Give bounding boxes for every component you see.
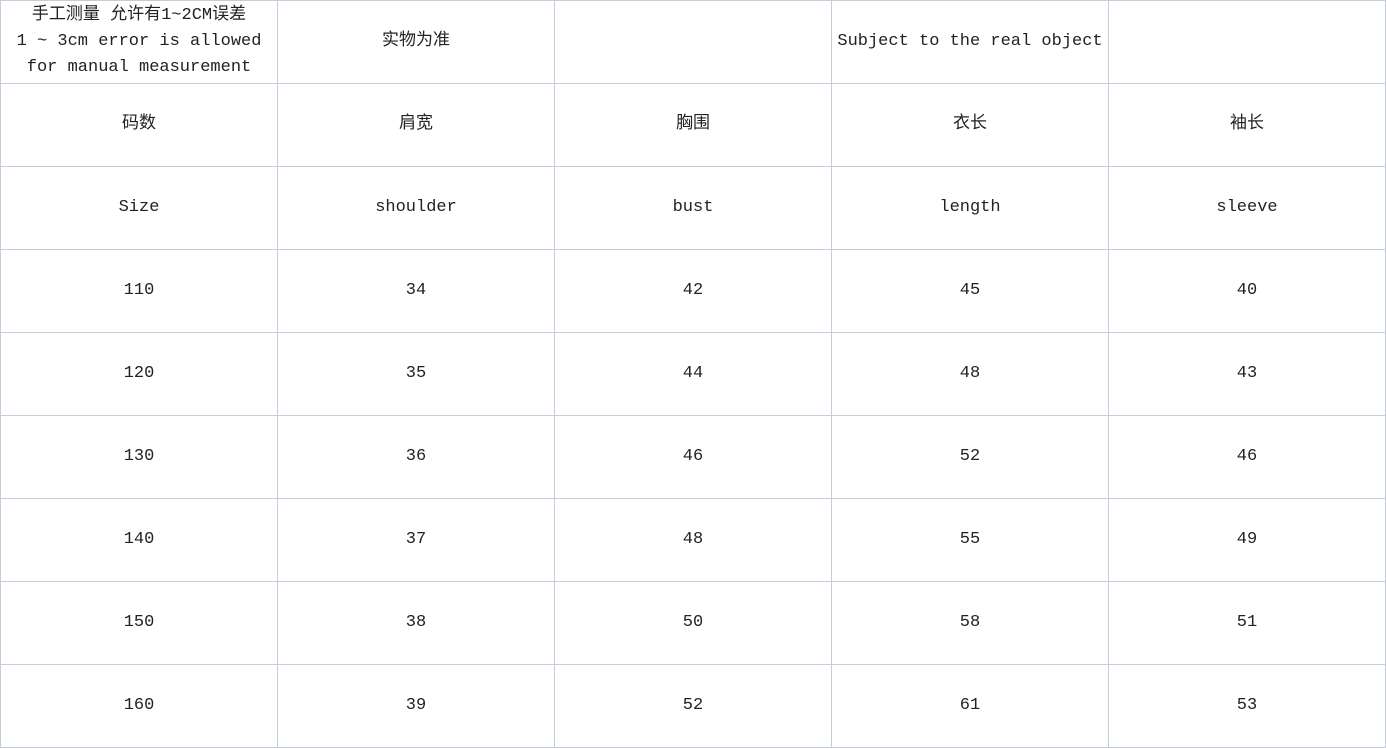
table-cell: 52 <box>831 415 1109 499</box>
table-cell: 110 <box>0 249 278 333</box>
table-cell: 36 <box>277 415 555 499</box>
table-cell: 35 <box>277 332 555 416</box>
column-header: 袖长 <box>1108 83 1386 167</box>
table-cell: 40 <box>1108 249 1386 333</box>
table-cell: 58 <box>831 581 1109 665</box>
measurement-note-cell: 手工测量 允许有1~2CM误差 1 ~ 3cm error is allowed… <box>0 0 278 84</box>
table-cell: 43 <box>1108 332 1386 416</box>
table-row: 160 39 52 61 53 <box>0 664 1386 748</box>
table-row: 150 38 50 58 51 <box>0 581 1386 665</box>
table-cell: 51 <box>1108 581 1386 665</box>
table-cell: 150 <box>0 581 278 665</box>
real-object-en: Subject to the real object <box>831 0 1109 84</box>
empty-cell <box>554 0 832 84</box>
header-row-cn: 码数 肩宽 胸围 衣长 袖长 <box>0 83 1386 167</box>
header-row-en: Size shoulder bust length sleeve <box>0 166 1386 250</box>
table-cell: 46 <box>1108 415 1386 499</box>
table-cell: 37 <box>277 498 555 582</box>
column-header: 码数 <box>0 83 278 167</box>
table-cell: 49 <box>1108 498 1386 582</box>
table-cell: 52 <box>554 664 832 748</box>
table-cell: 34 <box>277 249 555 333</box>
note-cn: 手工测量 允许有1~2CM误差 <box>31 6 247 25</box>
table-cell: 50 <box>554 581 832 665</box>
column-header: sleeve <box>1108 166 1386 250</box>
table-cell: 48 <box>831 332 1109 416</box>
table-cell: 39 <box>277 664 555 748</box>
table-cell: 130 <box>0 415 278 499</box>
note-en-line2: for manual measurement <box>26 58 252 77</box>
real-object-cn: 实物为准 <box>277 0 555 84</box>
column-header: length <box>831 166 1109 250</box>
table-cell: 44 <box>554 332 832 416</box>
table-row: 140 37 48 55 49 <box>0 498 1386 582</box>
table-cell: 38 <box>277 581 555 665</box>
table-cell: 140 <box>0 498 278 582</box>
column-header: 胸围 <box>554 83 832 167</box>
table-cell: 53 <box>1108 664 1386 748</box>
column-header: 肩宽 <box>277 83 555 167</box>
table-cell: 120 <box>0 332 278 416</box>
table-cell: 160 <box>0 664 278 748</box>
table-row: 120 35 44 48 43 <box>0 332 1386 416</box>
table-row: 110 34 42 45 40 <box>0 249 1386 333</box>
column-header: 衣长 <box>831 83 1109 167</box>
table-row: 130 36 46 52 46 <box>0 415 1386 499</box>
note-en-line1: 1 ~ 3cm error is allowed <box>16 32 262 51</box>
table-cell: 42 <box>554 249 832 333</box>
table-cell: 45 <box>831 249 1109 333</box>
table-cell: 55 <box>831 498 1109 582</box>
table-cell: 48 <box>554 498 832 582</box>
note-row: 手工测量 允许有1~2CM误差 1 ~ 3cm error is allowed… <box>0 0 1386 84</box>
column-header: bust <box>554 166 832 250</box>
table-cell: 46 <box>554 415 832 499</box>
table-cell: 61 <box>831 664 1109 748</box>
empty-cell <box>1108 0 1386 84</box>
column-header: shoulder <box>277 166 555 250</box>
column-header: Size <box>0 166 278 250</box>
